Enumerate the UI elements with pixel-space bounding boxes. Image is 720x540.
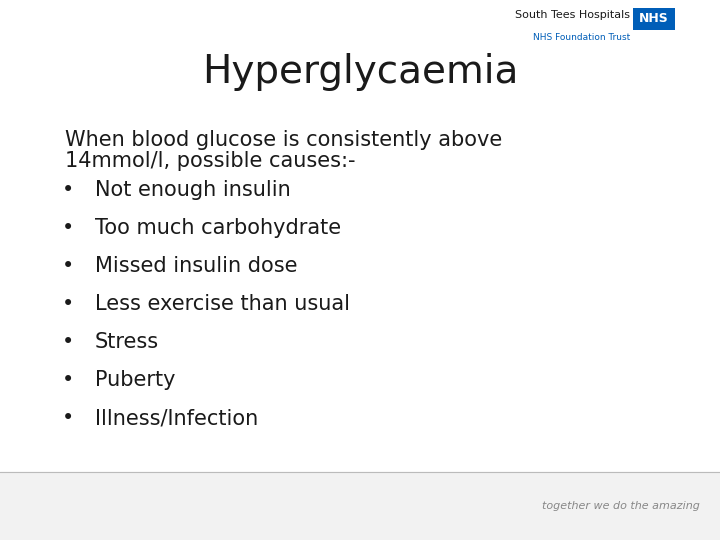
Text: •: • xyxy=(62,180,74,200)
FancyBboxPatch shape xyxy=(633,8,675,30)
Text: Missed insulin dose: Missed insulin dose xyxy=(95,256,297,276)
Text: NHS: NHS xyxy=(639,12,669,25)
Text: South Tees Hospitals: South Tees Hospitals xyxy=(515,10,630,20)
Text: together we do the amazing: together we do the amazing xyxy=(542,501,700,511)
Text: 14mmol/l, possible causes:-: 14mmol/l, possible causes:- xyxy=(65,151,356,171)
Text: •: • xyxy=(62,408,74,428)
Text: Not enough insulin: Not enough insulin xyxy=(95,180,291,200)
Text: •: • xyxy=(62,332,74,352)
Text: •: • xyxy=(62,218,74,238)
Text: •: • xyxy=(62,256,74,276)
Text: Too much carbohydrate: Too much carbohydrate xyxy=(95,218,341,238)
Text: Illness/Infection: Illness/Infection xyxy=(95,408,258,428)
Text: Hyperglycaemia: Hyperglycaemia xyxy=(202,53,518,91)
Text: •: • xyxy=(62,294,74,314)
Text: NHS Foundation Trust: NHS Foundation Trust xyxy=(533,33,630,42)
Text: Puberty: Puberty xyxy=(95,370,176,390)
Text: Stress: Stress xyxy=(95,332,159,352)
Text: Less exercise than usual: Less exercise than usual xyxy=(95,294,350,314)
Text: •: • xyxy=(62,370,74,390)
Bar xyxy=(0,472,720,540)
Text: When blood glucose is consistently above: When blood glucose is consistently above xyxy=(65,130,503,150)
